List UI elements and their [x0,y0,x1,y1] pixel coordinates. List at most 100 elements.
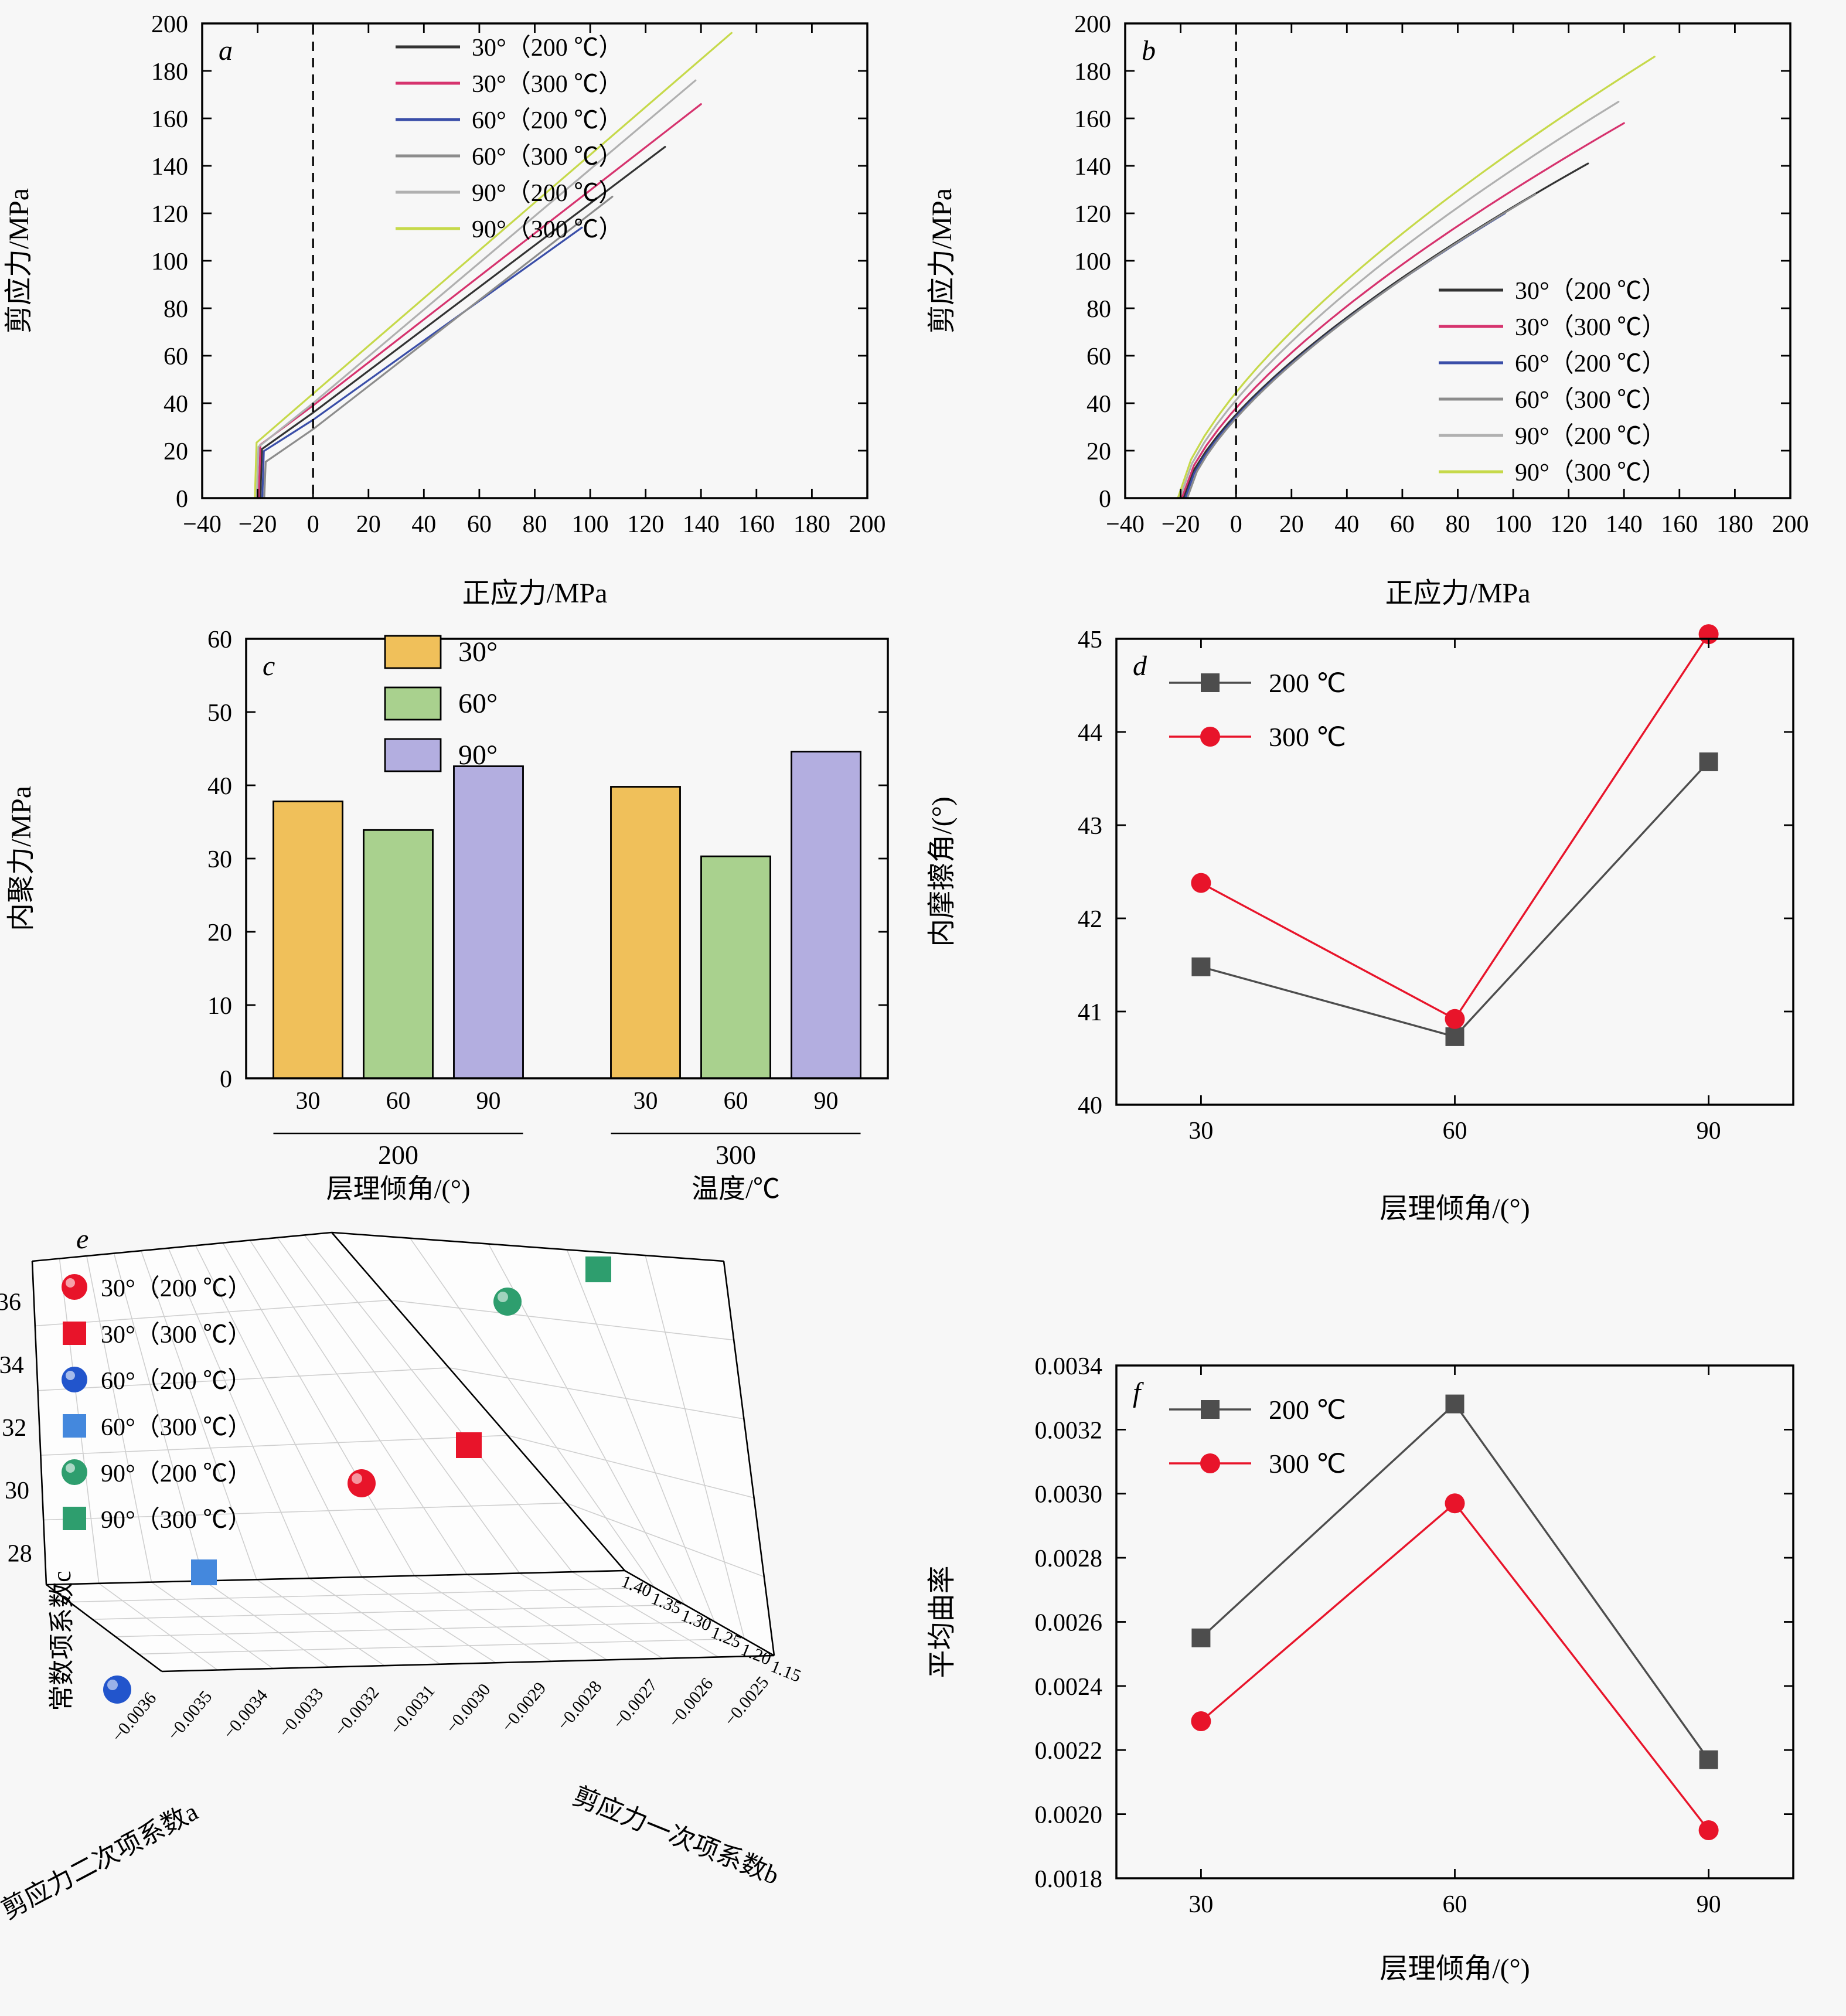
svg-text:40: 40 [411,511,436,538]
svg-text:30°（300 ℃）: 30°（300 ℃） [472,71,623,98]
svg-text:30: 30 [296,1088,321,1115]
svg-text:180: 180 [793,511,830,538]
svg-text:160: 160 [151,106,188,133]
svg-text:20: 20 [1087,438,1111,465]
svg-text:80: 80 [1087,296,1111,323]
svg-text:0: 0 [1099,486,1111,513]
svg-text:−40: −40 [183,511,222,538]
svg-text:10: 10 [207,993,232,1020]
svg-text:300 ℃: 300 ℃ [1269,1449,1346,1479]
svg-text:60°（200 ℃）: 60°（200 ℃） [101,1368,252,1395]
svg-text:−20: −20 [1162,511,1200,538]
svg-text:200: 200 [849,511,886,538]
svg-text:60: 60 [1087,343,1111,370]
svg-text:90°（300 ℃）: 90°（300 ℃） [472,216,623,243]
svg-text:30°（200 ℃）: 30°（200 ℃） [1515,278,1666,305]
svg-text:80: 80 [164,296,188,323]
svg-text:100: 100 [1074,248,1111,275]
svg-text:0.0028: 0.0028 [1035,1545,1103,1572]
svg-text:100: 100 [151,248,188,275]
svg-text:a: a [219,35,233,66]
svg-text:90°（200 ℃）: 90°（200 ℃） [101,1460,252,1487]
svg-text:60°（200 ℃）: 60°（200 ℃） [472,107,623,134]
svg-text:200 ℃: 200 ℃ [1269,668,1346,698]
svg-text:90: 90 [476,1088,501,1115]
svg-text:0.0018: 0.0018 [1035,1866,1103,1893]
svg-text:剪应力/MPa: 剪应力/MPa [4,188,35,333]
svg-text:0: 0 [1230,511,1242,538]
svg-text:90°（300 ℃）: 90°（300 ℃） [1515,459,1666,486]
svg-text:60: 60 [724,1088,748,1115]
svg-text:平均曲率: 平均曲率 [927,1565,958,1678]
svg-text:c: c [263,651,275,682]
svg-text:90: 90 [814,1088,839,1115]
svg-text:160: 160 [1074,106,1111,133]
svg-text:60: 60 [386,1088,411,1115]
svg-text:常数项系数c: 常数项系数c [47,1571,76,1711]
svg-text:20: 20 [207,920,232,946]
svg-text:180: 180 [1716,511,1753,538]
svg-text:0.0034: 0.0034 [1035,1353,1103,1380]
svg-text:d: d [1133,651,1147,682]
svg-text:40: 40 [207,773,232,800]
svg-text:b: b [1142,35,1156,66]
svg-text:100: 100 [572,511,609,538]
svg-text:0.0020: 0.0020 [1035,1802,1103,1829]
svg-text:30°（200 ℃）: 30°（200 ℃） [101,1275,252,1302]
svg-text:0.0022: 0.0022 [1035,1738,1103,1765]
svg-text:60°: 60° [458,688,498,719]
svg-text:200 ℃: 200 ℃ [1269,1395,1346,1425]
svg-text:90°（200 ℃）: 90°（200 ℃） [472,180,623,207]
svg-text:50: 50 [207,700,232,727]
svg-text:40: 40 [1078,1092,1102,1119]
svg-text:温度/℃: 温度/℃ [692,1174,780,1204]
svg-text:160: 160 [738,511,775,538]
svg-text:30: 30 [1188,1118,1213,1145]
svg-text:30°（300 ℃）: 30°（300 ℃） [101,1322,252,1348]
svg-text:0: 0 [176,486,188,513]
svg-text:40: 40 [164,391,188,418]
svg-text:32: 32 [2,1415,26,1442]
svg-text:30: 30 [1188,1891,1213,1918]
svg-text:60°（300 ℃）: 60°（300 ℃） [472,144,623,171]
svg-text:300 ℃: 300 ℃ [1269,722,1346,752]
svg-text:140: 140 [1606,511,1643,538]
svg-text:0: 0 [307,511,319,538]
svg-text:20: 20 [356,511,381,538]
svg-text:160: 160 [1661,511,1698,538]
svg-text:60: 60 [1443,1891,1467,1918]
svg-text:30°（300 ℃）: 30°（300 ℃） [1515,314,1666,341]
svg-text:44: 44 [1078,720,1102,747]
svg-text:30: 30 [5,1477,29,1504]
svg-text:41: 41 [1078,999,1102,1026]
svg-text:0.0032: 0.0032 [1035,1417,1103,1444]
svg-text:120: 120 [627,511,664,538]
svg-text:200: 200 [1772,511,1809,538]
svg-text:层理倾角/(°): 层理倾角/(°) [1380,1953,1530,1984]
svg-text:300: 300 [716,1140,756,1170]
svg-text:80: 80 [1446,511,1470,538]
svg-text:90: 90 [1697,1118,1721,1145]
svg-text:−20: −20 [239,511,277,538]
svg-text:140: 140 [151,154,188,181]
svg-text:45: 45 [1078,626,1102,653]
svg-text:120: 120 [151,201,188,228]
svg-text:140: 140 [683,511,720,538]
svg-text:140: 140 [1074,154,1111,181]
svg-text:100: 100 [1495,511,1532,538]
svg-text:90: 90 [1697,1891,1721,1918]
svg-text:34: 34 [0,1352,24,1379]
svg-text:60: 60 [164,343,188,370]
svg-text:0.0030: 0.0030 [1035,1482,1103,1508]
svg-text:60: 60 [207,626,232,653]
svg-text:正应力/MPa: 正应力/MPa [1385,578,1530,609]
svg-text:42: 42 [1078,906,1102,933]
svg-text:60°（300 ℃）: 60°（300 ℃） [101,1414,252,1441]
svg-text:−40: −40 [1106,511,1145,538]
svg-text:200: 200 [378,1140,418,1170]
svg-text:e: e [76,1231,88,1255]
svg-text:200: 200 [1074,11,1111,38]
svg-text:60: 60 [1443,1118,1467,1145]
svg-text:20: 20 [1279,511,1304,538]
svg-text:40: 40 [1334,511,1359,538]
